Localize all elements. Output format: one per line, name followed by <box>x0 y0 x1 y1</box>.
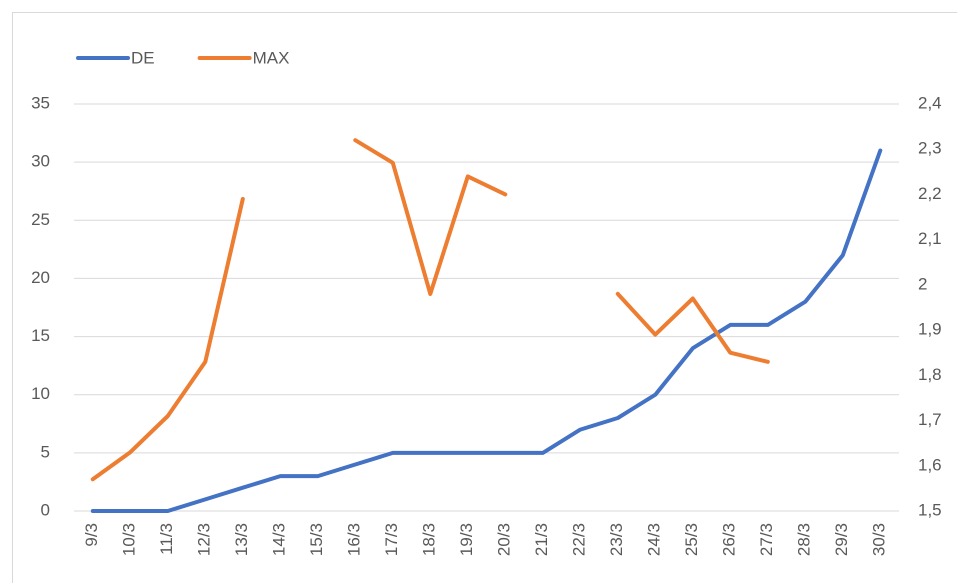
x-tick-label: 12/3 <box>195 523 214 556</box>
x-tick-label: 29/3 <box>832 523 851 556</box>
x-tick-label: 13/3 <box>232 523 251 556</box>
y-tick-label: 35 <box>31 93 50 112</box>
x-tick-label: 14/3 <box>270 523 289 556</box>
x-tick-label: 20/3 <box>495 523 514 556</box>
x-tick-label: 25/3 <box>682 523 701 556</box>
y2-tick-label: 2,1 <box>918 229 942 248</box>
y2-tick-label: 2,3 <box>918 139 942 158</box>
y2-tick-label: 1,8 <box>918 365 942 384</box>
x-tick-label: 23/3 <box>607 523 626 556</box>
y-tick-label: 25 <box>31 210 50 229</box>
x-tick-label: 27/3 <box>757 523 776 556</box>
y2-tick-label: 2 <box>918 274 927 293</box>
x-tick-label: 19/3 <box>457 523 476 556</box>
x-tick-label: 18/3 <box>420 523 439 556</box>
x-tick-label: 30/3 <box>870 523 889 556</box>
y2-tick-label: 1,6 <box>918 455 942 474</box>
x-tick-label: 16/3 <box>345 523 364 556</box>
y-tick-label: 20 <box>31 268 50 287</box>
y2-tick-label: 1,7 <box>918 410 942 429</box>
y-tick-label: 5 <box>41 442 50 461</box>
y2-tick-label: 2,4 <box>918 93 942 112</box>
y-tick-label: 10 <box>31 384 50 403</box>
y2-tick-label: 1,9 <box>918 320 942 339</box>
y-tick-label: 15 <box>31 326 50 345</box>
legend-label: MAX <box>253 48 290 67</box>
x-tick-label: 21/3 <box>532 523 551 556</box>
x-tick-label: 22/3 <box>570 523 589 556</box>
x-tick-label: 24/3 <box>645 523 664 556</box>
y2-tick-label: 2,2 <box>918 184 942 203</box>
legend-label: DE <box>131 48 155 67</box>
x-tick-label: 9/3 <box>82 523 101 547</box>
x-tick-label: 28/3 <box>795 523 814 556</box>
y2-tick-label: 1,5 <box>918 500 942 519</box>
x-tick-label: 10/3 <box>120 523 139 556</box>
y-tick-label: 30 <box>31 152 50 171</box>
y-tick-label: 0 <box>41 500 50 519</box>
x-tick-label: 26/3 <box>720 523 739 556</box>
x-tick-label: 11/3 <box>157 523 176 555</box>
x-tick-label: 15/3 <box>307 523 326 556</box>
x-tick-label: 17/3 <box>382 523 401 556</box>
chart-frame <box>13 13 957 584</box>
